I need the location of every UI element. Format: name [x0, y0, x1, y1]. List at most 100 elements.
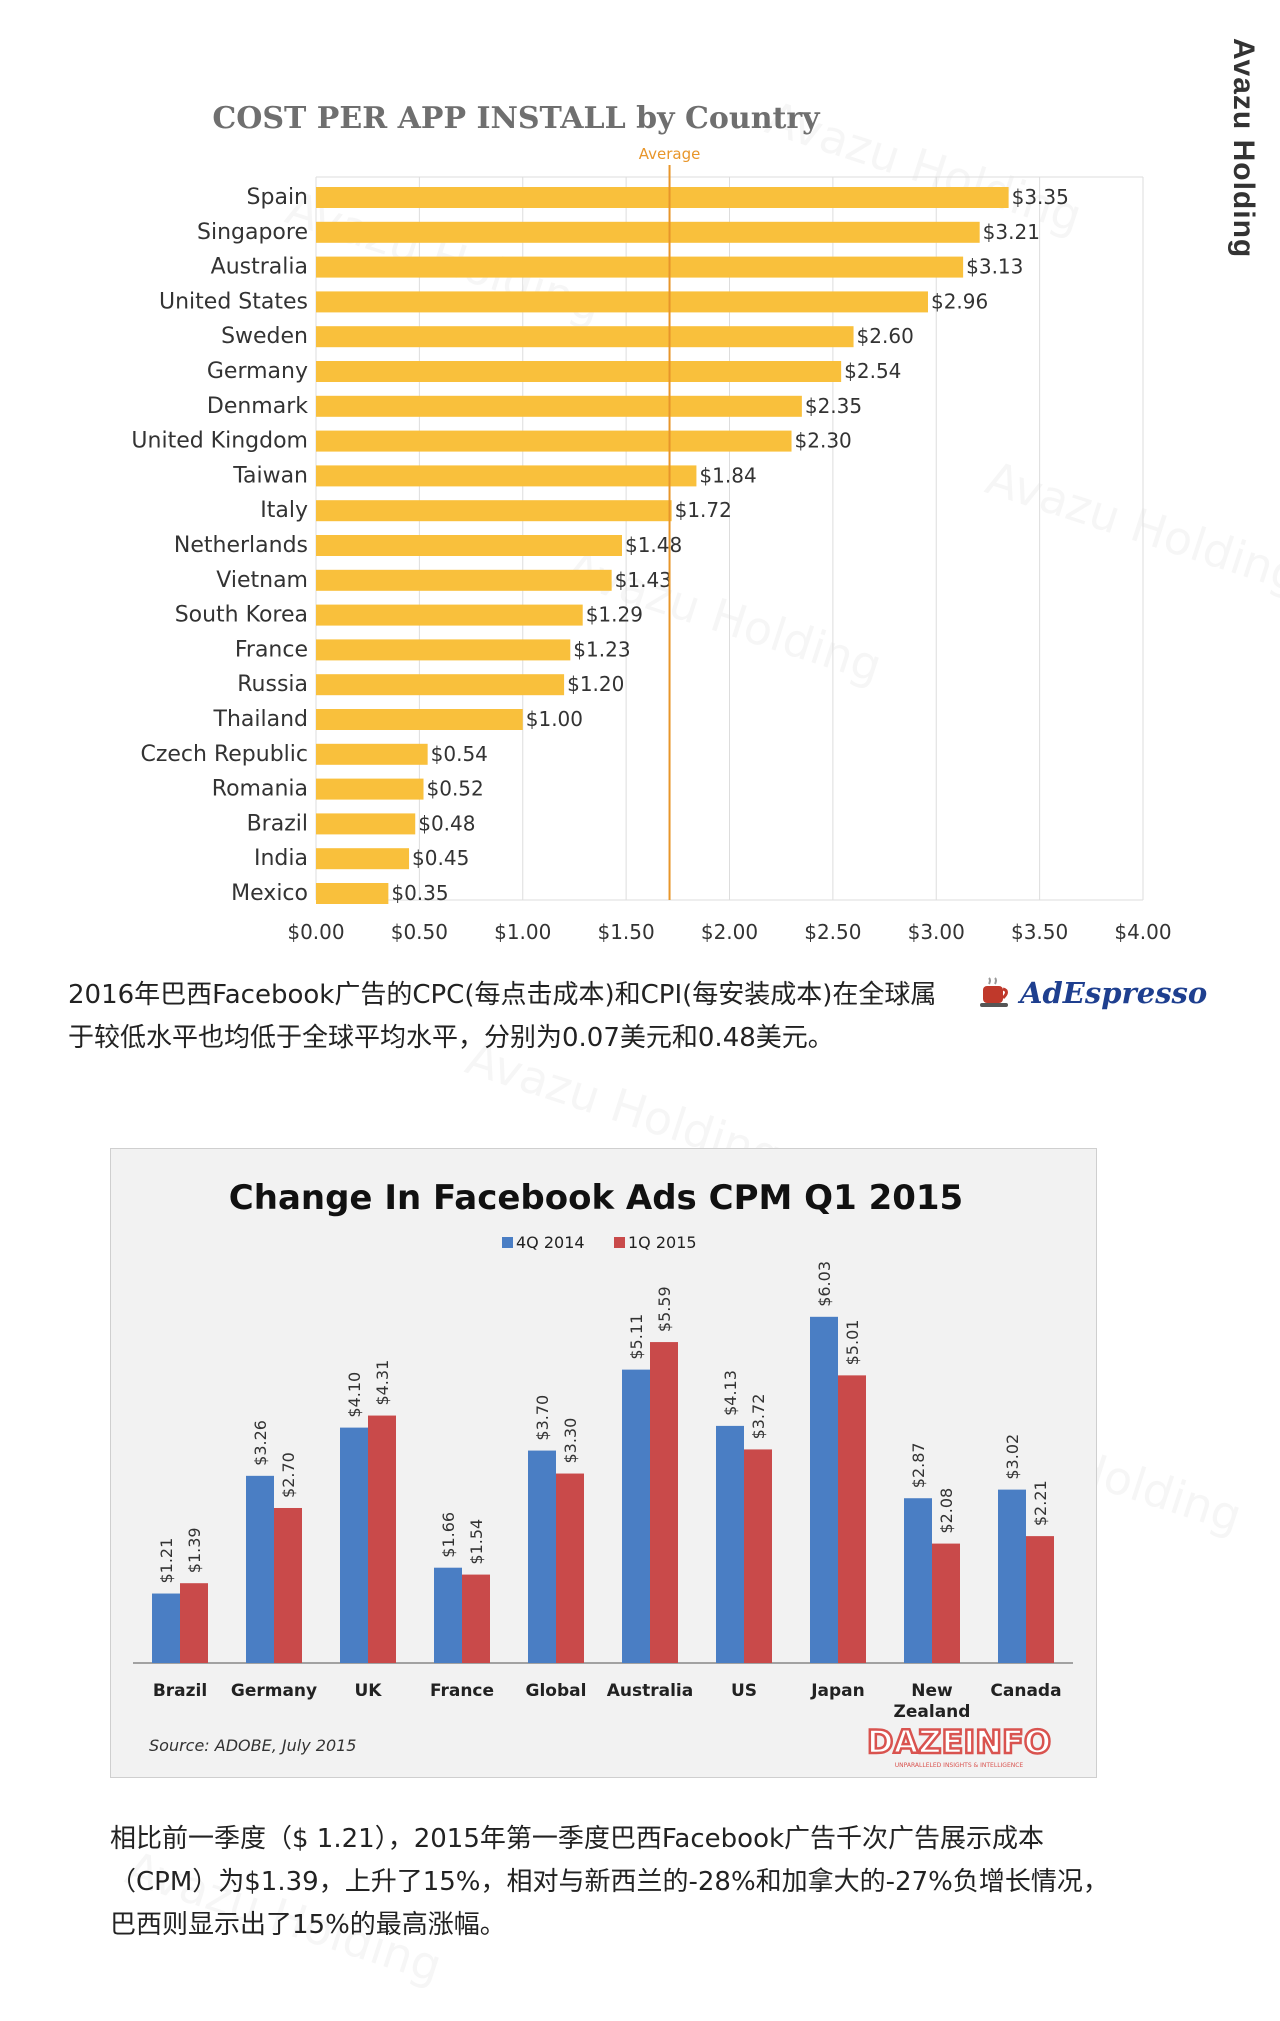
bar-vietnam	[316, 569, 612, 591]
bar-value-label: $0.45	[412, 846, 469, 870]
y-category-label: Singapore	[197, 220, 308, 245]
y-category-label: India	[254, 846, 308, 871]
x-category-label: Zealand	[894, 1702, 971, 1722]
bar-value-label: $2.30	[795, 429, 852, 453]
bar-us-q4-2014	[716, 1425, 744, 1663]
caption-cpi: 2016年巴西Facebook广告的CPC(每点击成本)和CPI(每安装成本)在…	[68, 980, 937, 1053]
y-category-label: Vietnam	[216, 568, 308, 593]
bar-value-label: $1.20	[567, 672, 624, 696]
bar-france-q1-2015	[462, 1574, 490, 1663]
source-note: Source: ADOBE, July 2015	[149, 1736, 356, 1755]
y-category-label: Mexico	[231, 881, 308, 906]
bar-value-label: $0.48	[418, 811, 475, 835]
y-category-label: United Kingdom	[131, 429, 308, 454]
bar-value-label: $2.54	[844, 359, 901, 383]
adespresso-wordmark: AdEspresso	[1020, 976, 1208, 1010]
bar-australia-q1-2015	[650, 1342, 678, 1663]
bar-france-q4-2014	[434, 1567, 462, 1663]
x-category-label: Brazil	[153, 1681, 207, 1701]
bar-uk-q1-2015	[368, 1415, 396, 1663]
bar-global-q4-2014	[528, 1450, 556, 1663]
y-category-label: Czech Republic	[140, 742, 308, 767]
chart-title: COST PER APP INSTALL by Country	[212, 101, 821, 136]
bar-germany-q4-2014	[246, 1475, 274, 1663]
x-tick-label: $2.50	[804, 920, 861, 944]
bar-france	[316, 639, 571, 661]
bar-value-label: $0.52	[427, 777, 484, 801]
x-category-label: Germany	[231, 1681, 317, 1701]
bar-value-label: $6.03	[815, 1261, 834, 1307]
bar-denmark	[316, 395, 802, 417]
bar-value-label: $2.70	[279, 1452, 298, 1498]
chart-title: Change In Facebook Ads CPM Q1 2015	[229, 1178, 963, 1218]
bar-japan-q4-2014	[810, 1316, 838, 1663]
x-category-label: Australia	[607, 1681, 694, 1701]
bar-australia	[316, 256, 964, 278]
cpm-chart-svg: Change In Facebook Ads CPM Q1 2015 4Q 201…	[133, 1178, 1073, 1769]
bar-value-label: $3.13	[966, 255, 1023, 279]
y-category-label: United States	[159, 289, 308, 314]
bar-value-label: $4.31	[373, 1360, 392, 1406]
caption-cpm: 相比前一季度（$ 1.21），2015年第一季度巴西Facebook广告千次广告…	[110, 1824, 1109, 1940]
bar-value-label: $2.21	[1031, 1480, 1050, 1526]
bar-new-zealand-q4-2014	[904, 1498, 932, 1663]
x-category-label: France	[430, 1681, 494, 1701]
bar-germany-q1-2015	[274, 1507, 302, 1663]
y-category-label: France	[235, 637, 308, 662]
y-category-label: Italy	[260, 498, 308, 523]
y-category-label: Germany	[207, 359, 308, 384]
bar-netherlands	[316, 535, 622, 556]
y-category-label: Taiwan	[232, 463, 308, 488]
bar-value-label: $1.21	[157, 1538, 176, 1584]
x-tick-label: $3.00	[908, 920, 965, 944]
bar-value-label: $1.66	[439, 1512, 458, 1558]
bar-mexico	[316, 883, 389, 904]
bar-value-label: $3.02	[1003, 1434, 1022, 1480]
y-category-label: Thailand	[213, 707, 308, 732]
bar-russia	[316, 674, 565, 696]
bar-value-label: $1.29	[586, 603, 643, 627]
bar-singapore	[316, 221, 980, 243]
x-category-label: Japan	[810, 1681, 865, 1701]
bar-value-label: $5.59	[655, 1286, 674, 1332]
x-tick-label: $3.50	[1011, 920, 1068, 944]
bar-romania	[316, 778, 424, 800]
bar-japan-q1-2015	[838, 1375, 866, 1663]
y-category-label: Romania	[212, 777, 308, 802]
bar-value-label: $3.30	[561, 1418, 580, 1464]
x-category-label: Canada	[990, 1681, 1061, 1701]
bar-us-q1-2015	[744, 1449, 772, 1663]
bar-czech-republic	[316, 743, 428, 765]
bar-new-zealand-q1-2015	[932, 1543, 960, 1663]
legend-swatch	[614, 1237, 625, 1248]
bar-value-label: $4.10	[345, 1372, 364, 1418]
bar-value-label: $1.54	[467, 1519, 486, 1565]
bar-italy	[316, 500, 672, 522]
bar-united-kingdom	[316, 430, 792, 452]
dazeinfo-logo: DAZEINFO	[867, 1723, 1051, 1761]
bar-value-label: $4.13	[721, 1370, 740, 1416]
espresso-cup-icon	[980, 977, 1008, 1007]
y-category-label: Sweden	[221, 324, 308, 349]
bar-value-label: $1.84	[699, 463, 756, 487]
x-category-label: US	[731, 1681, 757, 1701]
adespresso-logo: AdEspresso	[978, 976, 1207, 1010]
bar-canada-q4-2014	[998, 1489, 1026, 1663]
bar-value-label: $3.21	[983, 220, 1040, 244]
x-tick-label: $1.50	[597, 920, 654, 944]
bar-value-label: $2.08	[937, 1488, 956, 1534]
bar-brazil-q1-2015	[180, 1583, 208, 1663]
bar-value-label: $0.54	[431, 742, 488, 766]
x-tick-label: $4.00	[1114, 920, 1171, 944]
bar-thailand	[316, 709, 523, 730]
bar-value-label: $3.26	[251, 1420, 270, 1466]
y-category-label: South Korea	[175, 603, 308, 628]
x-tick-label: $0.50	[391, 920, 448, 944]
bar-value-label: $3.35	[1012, 185, 1069, 209]
y-category-label: Denmark	[207, 394, 308, 419]
x-category-label: UK	[355, 1681, 383, 1701]
dazeinfo-tagline: UNPARALLELED INSIGHTS & INTELLIGENCE	[895, 1762, 1024, 1769]
bar-value-label: $1.39	[185, 1527, 204, 1573]
bar-value-label: $5.11	[627, 1314, 646, 1360]
bar-united-states	[316, 291, 928, 313]
